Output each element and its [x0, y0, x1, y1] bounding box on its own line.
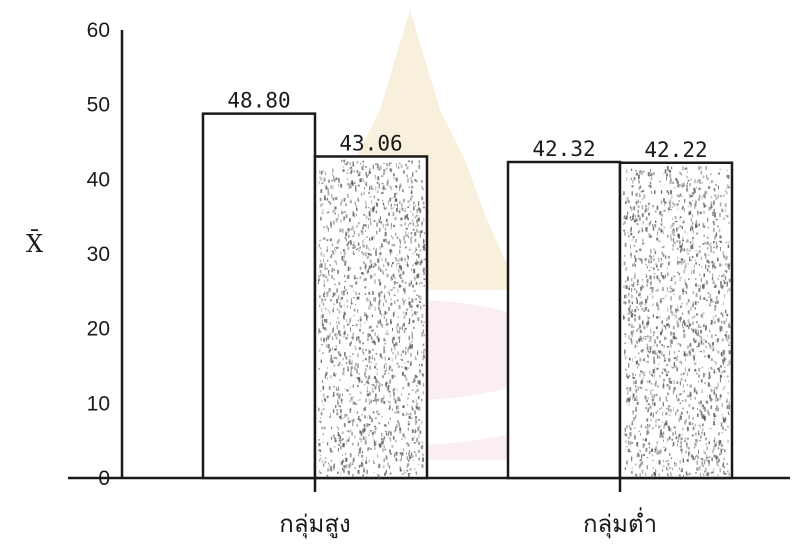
y-tick-label: 60 — [87, 19, 110, 42]
y-tick-label: 50 — [87, 94, 110, 117]
bar-2-2 — [618, 161, 734, 480]
value-label: 48.80 — [227, 89, 290, 113]
y-tick-labels: 0 10 20 30 40 50 60 — [87, 19, 110, 490]
bars-group — [201, 112, 734, 480]
y-tick-label: 0 — [98, 467, 110, 490]
category-label: กลุ่มสูง — [279, 510, 350, 539]
bar-2-1 — [506, 160, 622, 480]
y-tick-label: 20 — [87, 318, 110, 341]
bar-stipple-texture — [623, 165, 731, 480]
value-labels-group: 48.80 43.06 42.32 42.22 — [227, 89, 707, 162]
y-axis-label: X̄ — [26, 230, 43, 258]
value-label: 43.06 — [339, 131, 402, 155]
y-tick-label: 30 — [87, 243, 110, 266]
value-label: 42.32 — [532, 137, 595, 161]
y-tick-label: 10 — [87, 392, 110, 415]
y-tick-label: 40 — [87, 168, 110, 191]
category-labels-group: กลุ่มสูง กลุ่มต่ำ — [279, 478, 657, 539]
category-label: กลุ่มต่ำ — [583, 507, 657, 539]
value-label: 42.22 — [644, 138, 707, 162]
bar-stipple-texture — [318, 159, 426, 479]
bar-1-1 — [201, 112, 317, 480]
